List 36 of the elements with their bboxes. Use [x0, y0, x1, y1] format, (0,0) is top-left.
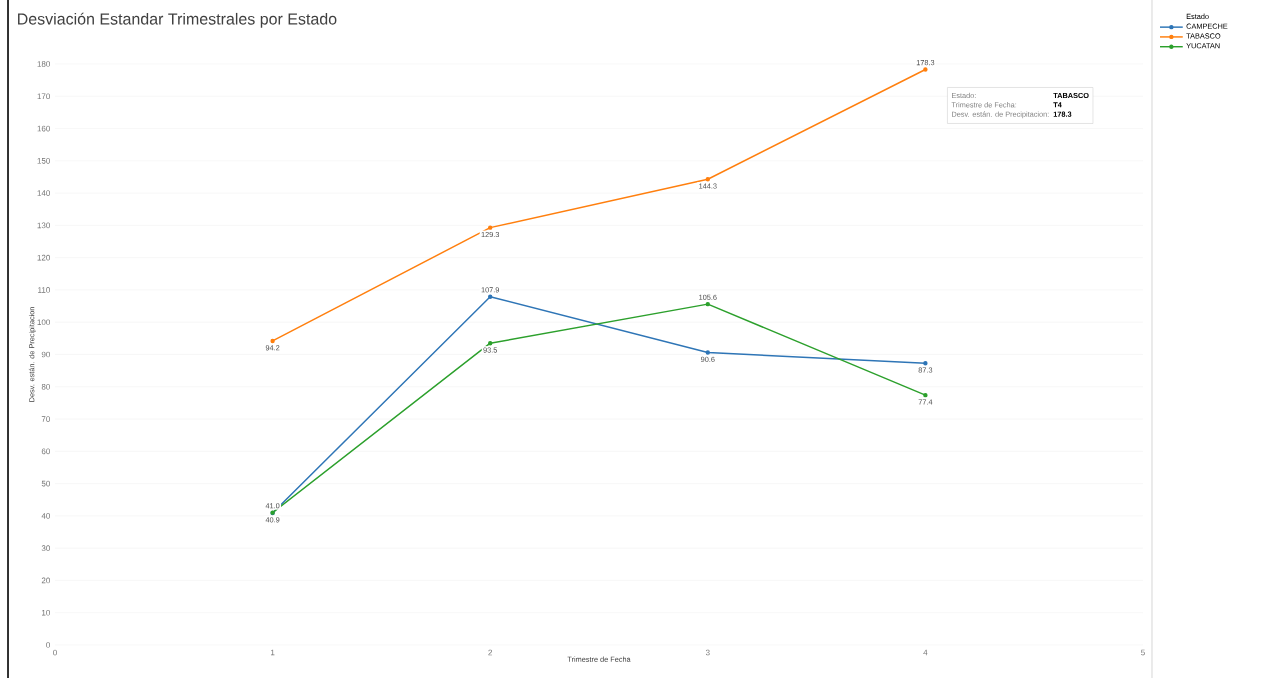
y-tick-label: 20 [41, 577, 50, 584]
x-tick-label: 5 [1141, 649, 1145, 656]
y-tick-label: 80 [41, 383, 50, 390]
point [705, 177, 711, 182]
y-tick-label: 40 [41, 513, 50, 519]
x-tick-label: 2 [488, 649, 493, 656]
chart-title: Desviación Estandar Trimestrales por Estado [18, 12, 337, 28]
y-tick-label: 140 [37, 190, 50, 196]
y-tick-label: 100 [37, 319, 50, 326]
point [488, 225, 493, 230]
x-tick-label: 0 [53, 649, 57, 656]
y-tick-label: 90 [41, 351, 50, 358]
point [270, 338, 275, 344]
x-tick-label: 4 [923, 649, 928, 656]
y-tick-label: 10 [42, 609, 50, 616]
y-tick-label: 70 [41, 416, 50, 422]
y-tick-label: 120 [37, 254, 50, 261]
point [923, 361, 928, 366]
y-tick-label: 110 [38, 287, 50, 293]
point [488, 340, 493, 346]
y-tick-label: 150 [37, 157, 50, 164]
point [923, 392, 928, 398]
x-tick-label: 3 [705, 649, 710, 656]
y-tick-label: 160 [37, 125, 50, 132]
point [923, 67, 928, 72]
x-tick-label: 1 [270, 649, 275, 656]
y-tick-label: 50 [41, 480, 50, 487]
y-tick-label: 30 [41, 545, 50, 551]
point [705, 350, 711, 355]
point [488, 294, 493, 299]
y-tick-label: 0 [46, 642, 50, 648]
y-tick-label: 60 [41, 448, 50, 455]
y-tick-label: 130 [37, 222, 50, 229]
y-tick-label: 180 [37, 61, 50, 67]
point [705, 301, 711, 307]
y-tick-label: 170 [37, 93, 50, 100]
